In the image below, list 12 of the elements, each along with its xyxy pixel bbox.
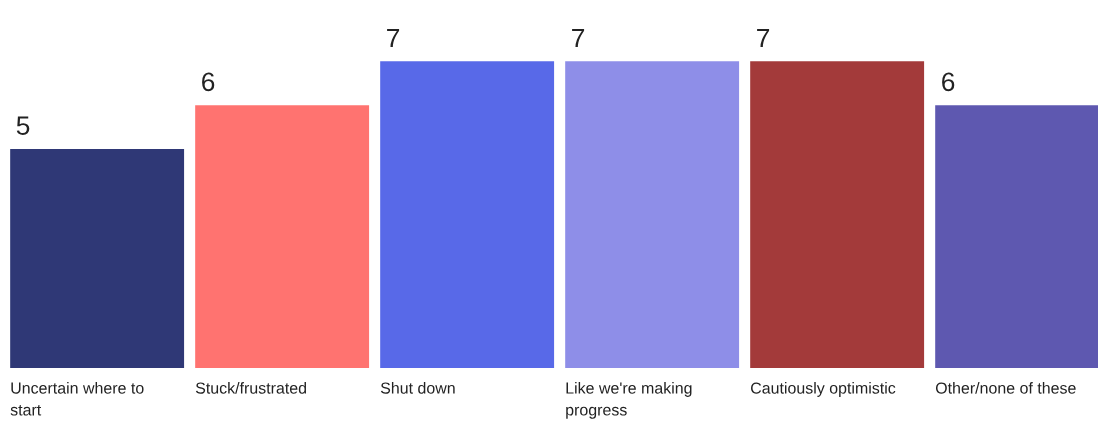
data-label: 7 <box>387 28 400 48</box>
x-tick-label: Shut down <box>380 382 455 394</box>
x-tick-label: Other/none of these <box>935 382 1076 394</box>
x-tick-label: Uncertain where to start <box>10 382 144 416</box>
data-label: 7 <box>572 28 585 48</box>
data-label: 6 <box>942 72 955 92</box>
x-tick-label: Like we're making progress <box>566 382 692 419</box>
data-label: 6 <box>202 72 215 92</box>
x-tick-label: Stuck/frustrated <box>195 382 306 394</box>
data-label: 5 <box>16 116 30 135</box>
x-tick-label: Cautiously optimistic <box>751 382 896 397</box>
data-label: 7 <box>757 28 770 48</box>
